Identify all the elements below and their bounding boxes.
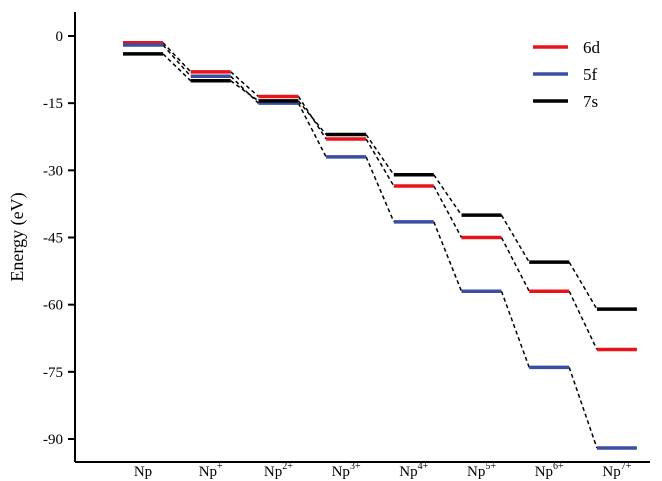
connector-5f xyxy=(500,290,530,368)
x-tick-label: Np+ xyxy=(199,461,223,480)
y-tick-label: -45 xyxy=(43,231,63,247)
connector-6d xyxy=(568,290,598,350)
connector-7s xyxy=(297,100,327,135)
connector-5f xyxy=(568,367,598,449)
connector-7s xyxy=(230,80,259,102)
y-tick-label: -15 xyxy=(43,96,63,112)
x-tick-label: Np4+ xyxy=(399,461,428,480)
connector-6d xyxy=(162,42,192,73)
legend-label-5f: 5f xyxy=(583,65,598,84)
x-tick-label: Np5+ xyxy=(467,461,496,480)
y-tick-label: -75 xyxy=(43,365,63,381)
connector-7s xyxy=(500,214,530,263)
connector-lines xyxy=(162,42,598,449)
connector-5f xyxy=(365,156,395,223)
x-tick-label: Np6+ xyxy=(535,461,564,480)
y-tick-label: 0 xyxy=(56,29,64,45)
connector-7s xyxy=(568,261,598,310)
y-ticks: 0 -15 -30 -45 -60 -75 -90 xyxy=(43,29,75,448)
y-tick-label: -30 xyxy=(43,163,63,179)
connector-5f xyxy=(297,102,327,158)
connector-6d xyxy=(230,71,259,98)
y-axis-title: Energy (eV) xyxy=(7,192,28,281)
y-tick-label: -60 xyxy=(43,298,63,314)
connector-6d xyxy=(365,138,395,187)
x-tick-label: Np xyxy=(134,464,152,480)
connector-5f xyxy=(433,221,463,292)
connector-6d xyxy=(433,185,463,238)
x-tick-label: Np2+ xyxy=(264,461,293,480)
connector-6d xyxy=(297,96,327,140)
connector-5f xyxy=(230,75,259,104)
legend-label-7s: 7s xyxy=(583,92,598,111)
connector-7s xyxy=(162,53,192,82)
connector-6d xyxy=(500,237,530,292)
connector-7s xyxy=(365,134,395,176)
connector-7s xyxy=(433,174,463,216)
energy-levels xyxy=(123,40,637,450)
axes xyxy=(74,12,650,463)
x-tick-label: Np3+ xyxy=(332,461,361,480)
legend: 6d 5f 7s xyxy=(533,38,601,111)
legend-label-6d: 6d xyxy=(583,38,601,57)
x-tick-label: Np7+ xyxy=(602,461,631,480)
connector-5f xyxy=(162,44,192,77)
x-ticks: Np Np+ Np2+ Np3+ Np4+ Np5+ Np6+ Np7+ xyxy=(134,461,632,480)
y-tick-label: -90 xyxy=(43,432,63,448)
